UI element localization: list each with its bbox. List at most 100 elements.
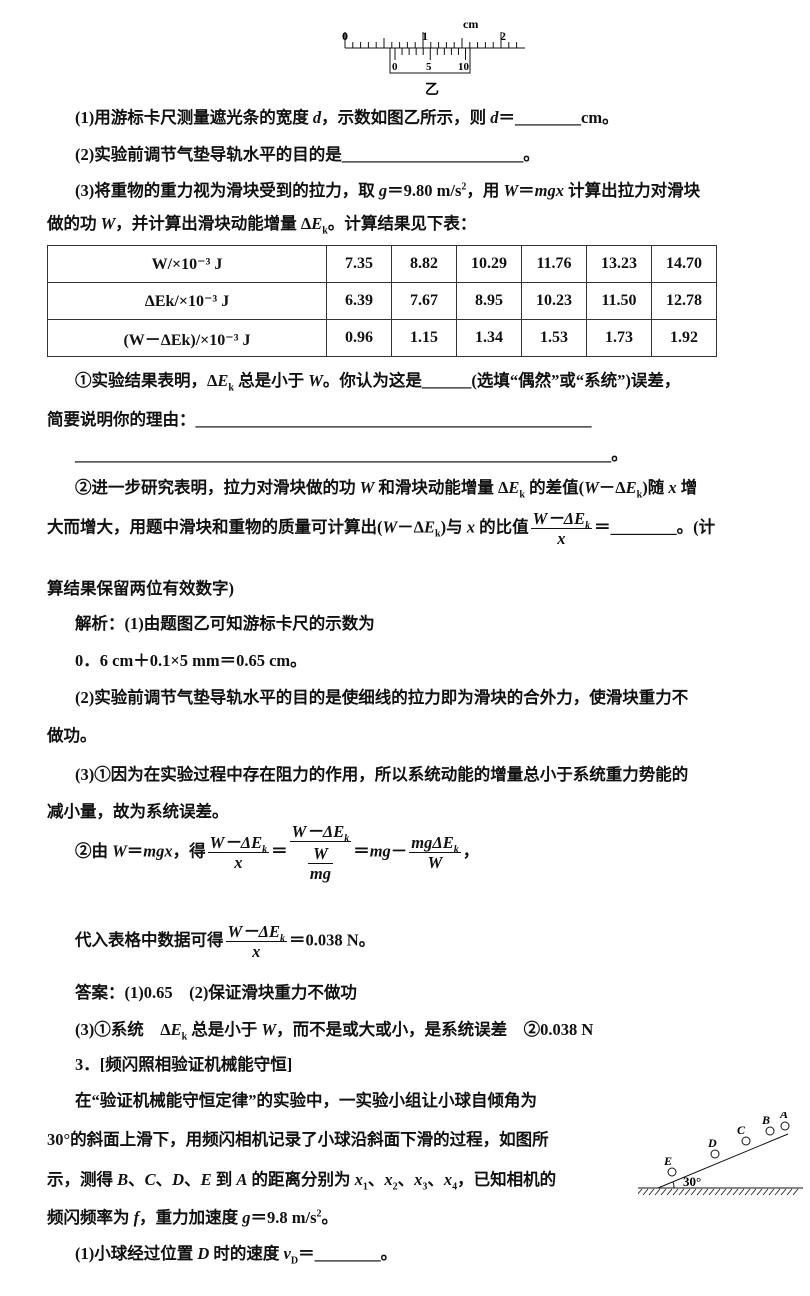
italic-symbol: mgx xyxy=(534,181,565,200)
italic-symbol: E xyxy=(508,478,520,497)
subscript: k xyxy=(519,489,525,501)
text-run: 答案：(1)0.65 (2)保证滑块重力不做功 xyxy=(75,983,357,1002)
row-header: (W－ΔEk)/×10⁻³ J xyxy=(47,319,327,357)
italic-symbol: E xyxy=(424,517,436,537)
table-cell: 0.96 xyxy=(326,319,392,357)
italic-symbol: W xyxy=(261,1020,277,1039)
italic-symbol: x xyxy=(354,1170,363,1189)
italic-symbol: x xyxy=(668,478,677,497)
text-run: 总是小于 xyxy=(233,371,309,390)
text-line: (1)小球经过位置 D 时的速度 vD＝________。 xyxy=(75,1244,397,1266)
text-run: 减小量，故为系统误差。 xyxy=(47,802,229,821)
text-run: 做功。 xyxy=(47,726,97,745)
text-run: －Δ xyxy=(397,517,425,537)
italic-symbol: f xyxy=(133,1208,140,1227)
text-run: ，而不是或大或小，是系统误差 ②0.038 N xyxy=(276,1020,594,1039)
italic-symbol: W xyxy=(359,478,375,497)
text-line: 0．6 cm＋0.1×5 mm＝0.65 cm。 xyxy=(75,651,307,671)
text-line: ②进一步研究表明，拉力对滑块做的功 W 和滑块动能增量 ΔEk 的差值(W－ΔE… xyxy=(75,478,697,501)
text-run: ，用 xyxy=(466,181,504,200)
svg-text:B: B xyxy=(761,1113,770,1127)
table-cell: 1.34 xyxy=(456,319,522,357)
text-run: 总是小于 xyxy=(187,1020,262,1039)
italic-symbol: d xyxy=(490,108,499,127)
italic-symbol: W xyxy=(382,517,398,537)
text-run: ＝ xyxy=(126,841,144,861)
text-run: ①实验结果表明，Δ xyxy=(75,371,218,390)
table-cell: 11.50 xyxy=(586,282,652,320)
table-cell: 7.35 xyxy=(326,245,392,283)
italic-symbol: E xyxy=(625,478,637,497)
italic-symbol: x xyxy=(414,1170,423,1189)
text-run: 频闪频率为 xyxy=(47,1208,134,1227)
text-run: ＝9.8 m/s xyxy=(250,1208,317,1227)
text-run: ＝ xyxy=(518,181,535,200)
italic-symbol: B xyxy=(117,1170,129,1189)
text-run: 0．6 cm＋0.1×5 mm＝0.65 cm。 xyxy=(75,651,307,670)
italic-symbol: W xyxy=(100,214,116,233)
svg-text:10: 10 xyxy=(458,61,470,73)
subscript: 4 xyxy=(452,1181,458,1193)
text-run: 解析：(1)由题图乙可知游标卡尺的示数为 xyxy=(75,614,375,633)
table-row: (W－ΔEk)/×10⁻³ J 0.96 1.15 1.34 1.53 1.73 1.92 xyxy=(47,319,717,357)
italic-symbol: x xyxy=(384,1170,393,1189)
table-cell: 8.95 xyxy=(456,282,522,320)
text-run: )随 xyxy=(642,478,669,497)
text-run: ＝________。(计 xyxy=(594,517,716,537)
subscript: 1 xyxy=(362,1181,368,1193)
table-cell: 7.67 xyxy=(391,282,457,320)
text-run: 、 xyxy=(397,1170,415,1189)
text-run: 。 xyxy=(321,1208,339,1227)
italic-symbol: C xyxy=(144,1170,156,1189)
table-row: ΔEk/×10⁻³ J 6.39 7.67 8.95 10.23 11.50 12.78 xyxy=(47,282,717,320)
italic-symbol: A xyxy=(236,1170,248,1189)
text-line: 解析：(1)由题图乙可知游标卡尺的示数为 xyxy=(75,614,375,634)
text-line: (3)①系统 ΔEk 总是小于 W，而不是或大或小，是系统误差 ②0.038 N xyxy=(75,1020,594,1043)
italic-symbol: E xyxy=(217,371,229,390)
fraction: W－ΔEk x xyxy=(530,509,593,548)
text-run: ， xyxy=(462,841,480,861)
text-run: 时的速度 xyxy=(209,1244,284,1263)
text-run: ＝ xyxy=(271,841,288,861)
text-run: 。你认为这是______(选填“偶然”或“系统”)误差， xyxy=(322,371,681,390)
text-run: 在“验证机械能守恒定律”的实验中，一实验小组让小球自倾角为 xyxy=(75,1091,537,1110)
text-run: 和滑块动能增量 Δ xyxy=(374,478,509,497)
text-run: 、 xyxy=(367,1170,385,1189)
italic-symbol: E xyxy=(170,1020,182,1039)
svg-text:0: 0 xyxy=(392,61,398,73)
text-run: (1)小球经过位置 xyxy=(75,1244,198,1263)
text-run: (1)用游标卡尺测量遮光条的宽度 xyxy=(75,108,313,127)
text-line: 大而增大，用题中滑块和重物的质量可计算出(W－ΔEk)与 x 的比值 W－ΔEk x… xyxy=(47,509,715,548)
superscript: 2 xyxy=(316,1208,322,1220)
svg-text:2: 2 xyxy=(500,29,506,43)
text-run: (2)实验前调节气垫导轨水平的目的是使细线的拉力即为滑块的合外力，使滑块重力不 xyxy=(75,688,689,707)
row-header: W/×10⁻³ J xyxy=(47,245,327,283)
italic-symbol: g xyxy=(242,1208,251,1227)
text-run: ，重力加速度 xyxy=(139,1208,243,1227)
text-run: 示，测得 xyxy=(47,1170,118,1189)
svg-text:cm: cm xyxy=(463,17,478,31)
svg-text:E: E xyxy=(663,1154,672,1168)
text-run: 、 xyxy=(184,1170,201,1189)
table-cell: 1.92 xyxy=(651,319,717,357)
text-run: 。计算结果见下表： xyxy=(327,214,477,233)
italic-symbol: v xyxy=(283,1244,291,1263)
text-run: ＝0.038 N。 xyxy=(289,930,376,950)
subscript: k xyxy=(181,1031,188,1043)
italic-symbol: x xyxy=(466,517,475,537)
text-line: (3)将重物的重力视为滑块受到的拉力，取 g＝9.80 m/s2，用 W＝mgx… xyxy=(75,181,700,201)
italic-symbol: x xyxy=(443,1170,453,1189)
text-line: ________________________________________… xyxy=(75,445,628,465)
subscript: k xyxy=(636,489,643,501)
subscript: k xyxy=(435,528,441,540)
text-run: 代入表格中数据可得 xyxy=(75,930,224,950)
text-run: 的差值( xyxy=(524,478,585,497)
text-line: 3．[频闪照相验证机械能守恒] xyxy=(75,1055,292,1075)
text-line: 30°的斜面上滑下，用频闪相机记录了小球沿斜面下滑的过程，如图所 xyxy=(47,1130,549,1150)
text-line: (1)用游标卡尺测量遮光条的宽度 d，示数如图乙所示，则 d＝________c… xyxy=(75,108,619,128)
text-run: (2)实验前调节气垫导轨水平的目的是______________________… xyxy=(75,145,540,164)
text-run: ，示数如图乙所示，则 xyxy=(321,108,491,127)
table-cell: 10.23 xyxy=(521,282,587,320)
